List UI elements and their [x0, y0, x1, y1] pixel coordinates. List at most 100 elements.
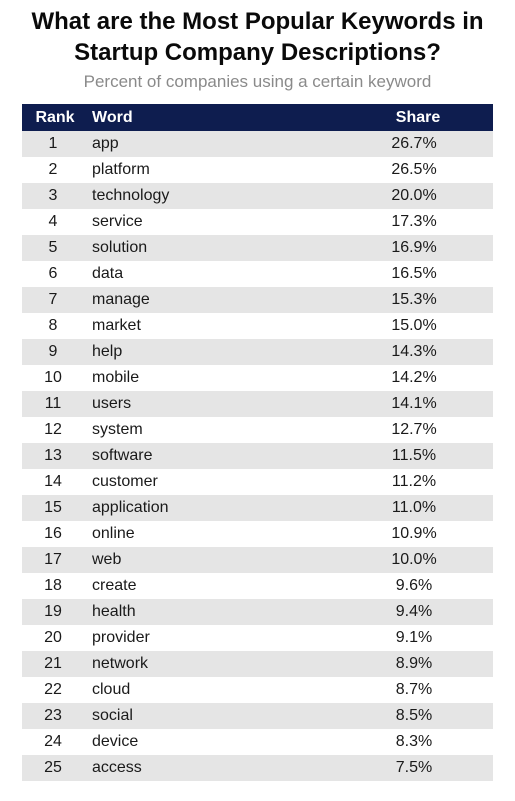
table-row: 18 create 9.6%: [22, 573, 493, 599]
rank-cell: 4: [48, 213, 58, 230]
word-cell: health: [92, 603, 136, 620]
share-cell: 9.6%: [395, 577, 433, 594]
rank-cell: 11: [44, 395, 62, 412]
rank-cell: 17: [44, 551, 62, 568]
share-cell: 8.7%: [395, 681, 433, 698]
rank-cell: 16: [44, 525, 62, 542]
share-cell: 8.9%: [395, 655, 433, 672]
table-row: 24 device 8.3%: [22, 729, 493, 755]
word-cell: social: [92, 707, 133, 724]
share-cell: 20.0%: [391, 187, 437, 204]
share-cell: 17.3%: [391, 213, 437, 230]
share-cell: 14.2%: [391, 369, 437, 386]
rank-cell: 7: [48, 291, 58, 308]
word-cell: technology: [92, 187, 170, 204]
share-cell: 14.1%: [391, 395, 437, 412]
word-cell: service: [92, 213, 143, 230]
word-cell: access: [92, 759, 142, 776]
table-row: 3 technology 20.0%: [22, 183, 493, 209]
header-word: Word: [92, 108, 133, 126]
table-body: 1 app 26.7% 2 platform 26.5% 3 technology 20.0% 4…: [22, 131, 493, 781]
share-cell: 12.7%: [391, 421, 437, 438]
word-cell: manage: [92, 291, 150, 308]
rank-cell: 5: [48, 239, 58, 256]
table-row: 20 provider 9.1%: [22, 625, 493, 651]
share-cell: 9.4%: [395, 603, 433, 620]
share-cell: 15.0%: [391, 317, 437, 334]
word-cell: create: [92, 577, 137, 594]
word-cell: system: [92, 421, 143, 438]
chart-title: What are the Most Popular Keywords in St…: [0, 6, 515, 68]
table-row: 17 web 10.0%: [22, 547, 493, 573]
table-row: 23 social 8.5%: [22, 703, 493, 729]
rank-cell: 3: [48, 187, 58, 204]
word-cell: software: [92, 447, 153, 464]
table-row: 7 manage 15.3%: [22, 287, 493, 313]
keyword-table: Rank Word Share 1 app 26.7% 2 platform 26.5% 3…: [22, 104, 493, 781]
header-rank: Rank: [35, 108, 75, 126]
share-cell: 7.5%: [395, 759, 433, 776]
word-cell: online: [92, 525, 135, 542]
share-cell: 11.2%: [391, 473, 437, 490]
word-cell: application: [92, 499, 169, 516]
rank-cell: 15: [44, 499, 62, 516]
rank-cell: 14: [44, 473, 62, 490]
word-cell: data: [92, 265, 124, 282]
table-row: 2 platform 26.5%: [22, 157, 493, 183]
rank-cell: 13: [44, 447, 62, 464]
rank-cell: 22: [44, 681, 62, 698]
word-cell: customer: [92, 473, 158, 490]
table-row: 19 health 9.4%: [22, 599, 493, 625]
rank-cell: 25: [44, 759, 62, 776]
rank-cell: 21: [44, 655, 62, 672]
word-cell: app: [92, 135, 119, 152]
table-row: 6 data 16.5%: [22, 261, 493, 287]
table-row: 14 customer 11.2%: [22, 469, 493, 495]
table-row: 5 solution 16.9%: [22, 235, 493, 261]
share-cell: 15.3%: [391, 291, 437, 308]
rank-cell: 10: [44, 369, 62, 386]
share-cell: 16.9%: [391, 239, 437, 256]
share-cell: 8.5%: [395, 707, 433, 724]
table-row: 22 cloud 8.7%: [22, 677, 493, 703]
chart-subtitle: Percent of companies using a certain key…: [83, 72, 432, 91]
share-cell: 10.9%: [391, 525, 437, 542]
share-cell: 9.1%: [395, 629, 433, 646]
word-cell: network: [92, 655, 149, 672]
table-row: 16 online 10.9%: [22, 521, 493, 547]
table-row: 10 mobile 14.2%: [22, 365, 493, 391]
table-row: 12 system 12.7%: [22, 417, 493, 443]
table-row: 4 service 17.3%: [22, 209, 493, 235]
share-cell: 26.7%: [391, 135, 437, 152]
table-row: 1 app 26.7%: [22, 131, 493, 157]
word-cell: web: [92, 551, 122, 568]
rank-cell: 6: [48, 265, 58, 282]
share-cell: 10.0%: [391, 551, 437, 568]
table-row: 21 network 8.9%: [22, 651, 493, 677]
table-row: 8 market 15.0%: [22, 313, 493, 339]
share-cell: 14.3%: [391, 343, 437, 360]
word-cell: solution: [92, 239, 148, 256]
word-cell: cloud: [92, 681, 131, 698]
rank-cell: 1: [48, 135, 58, 152]
table-row: 11 users 14.1%: [22, 391, 493, 417]
table-header: Rank Word Share: [22, 104, 493, 131]
word-cell: users: [92, 395, 132, 412]
share-cell: 11.0%: [391, 499, 437, 516]
table-row: 13 software 11.5%: [22, 443, 493, 469]
header-share: Share: [395, 108, 441, 126]
rank-cell: 12: [44, 421, 62, 438]
word-cell: market: [92, 317, 141, 334]
table-row: 15 application 11.0%: [22, 495, 493, 521]
word-cell: provider: [92, 629, 150, 646]
share-cell: 11.5%: [391, 447, 437, 464]
table-row: 9 help 14.3%: [22, 339, 493, 365]
rank-cell: 9: [48, 343, 58, 360]
word-cell: platform: [92, 161, 150, 178]
rank-cell: 2: [48, 161, 58, 178]
share-cell: 8.3%: [395, 733, 433, 750]
word-cell: device: [92, 733, 139, 750]
rank-cell: 18: [44, 577, 62, 594]
rank-cell: 8: [48, 317, 58, 334]
word-cell: mobile: [92, 369, 140, 386]
